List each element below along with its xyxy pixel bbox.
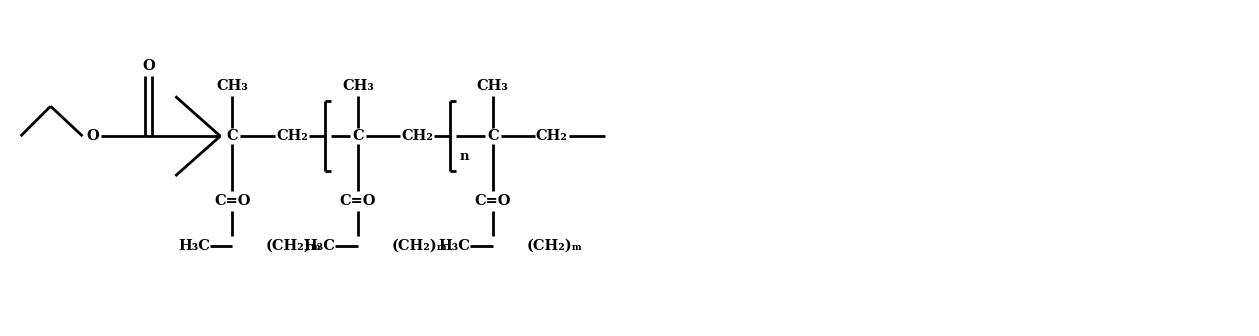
Text: CH₂: CH₂ xyxy=(400,129,433,143)
Text: CH₂: CH₂ xyxy=(276,129,308,143)
Text: C: C xyxy=(353,129,364,143)
Text: C: C xyxy=(487,129,499,143)
Text: H₃C: H₃C xyxy=(303,239,335,253)
Text: (CH₂)ₘ: (CH₂)ₘ xyxy=(266,239,321,253)
Text: O: O xyxy=(86,129,99,143)
Text: O: O xyxy=(142,59,155,74)
Text: C=O: C=O xyxy=(475,194,511,208)
Text: C: C xyxy=(227,129,238,143)
Text: CH₂: CH₂ xyxy=(536,129,568,143)
Text: C=O: C=O xyxy=(340,194,376,208)
Text: CH₃: CH₃ xyxy=(217,79,248,93)
Text: CH₃: CH₃ xyxy=(342,79,374,93)
Text: (CH₂)ₘ: (CH₂)ₘ xyxy=(526,239,583,253)
Text: (CH₂)ₘ: (CH₂)ₘ xyxy=(392,239,448,253)
Text: H₃C: H₃C xyxy=(438,239,470,253)
Text: C=O: C=O xyxy=(214,194,251,208)
Text: n: n xyxy=(460,150,470,163)
Text: H₃C: H₃C xyxy=(179,239,210,253)
Text: CH₃: CH₃ xyxy=(477,79,509,93)
